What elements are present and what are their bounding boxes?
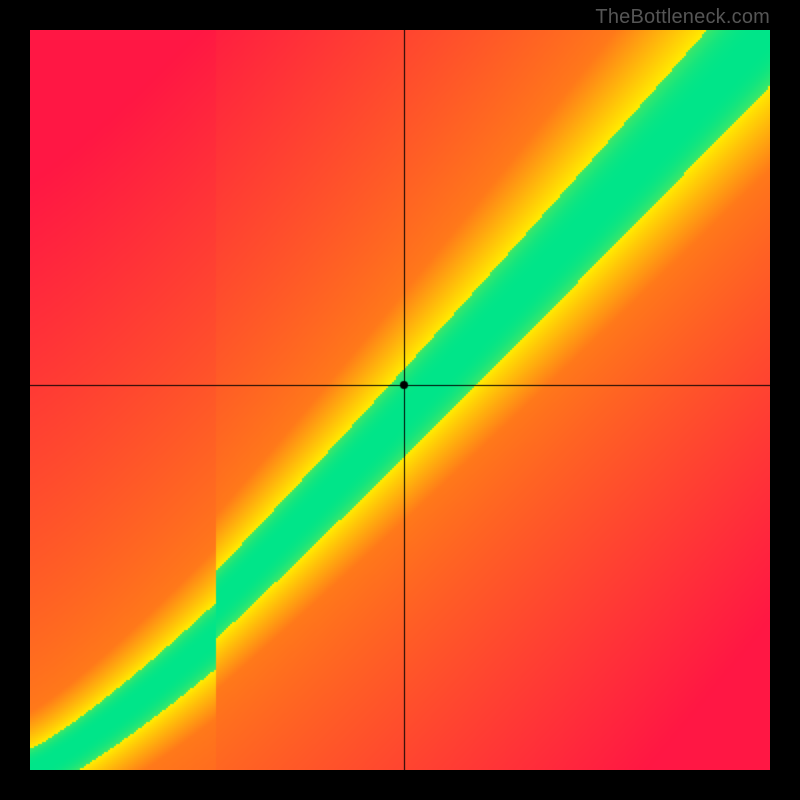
heatmap-plot [30,30,770,770]
heatmap-canvas [30,30,770,770]
watermark-text: TheBottleneck.com [595,6,770,29]
